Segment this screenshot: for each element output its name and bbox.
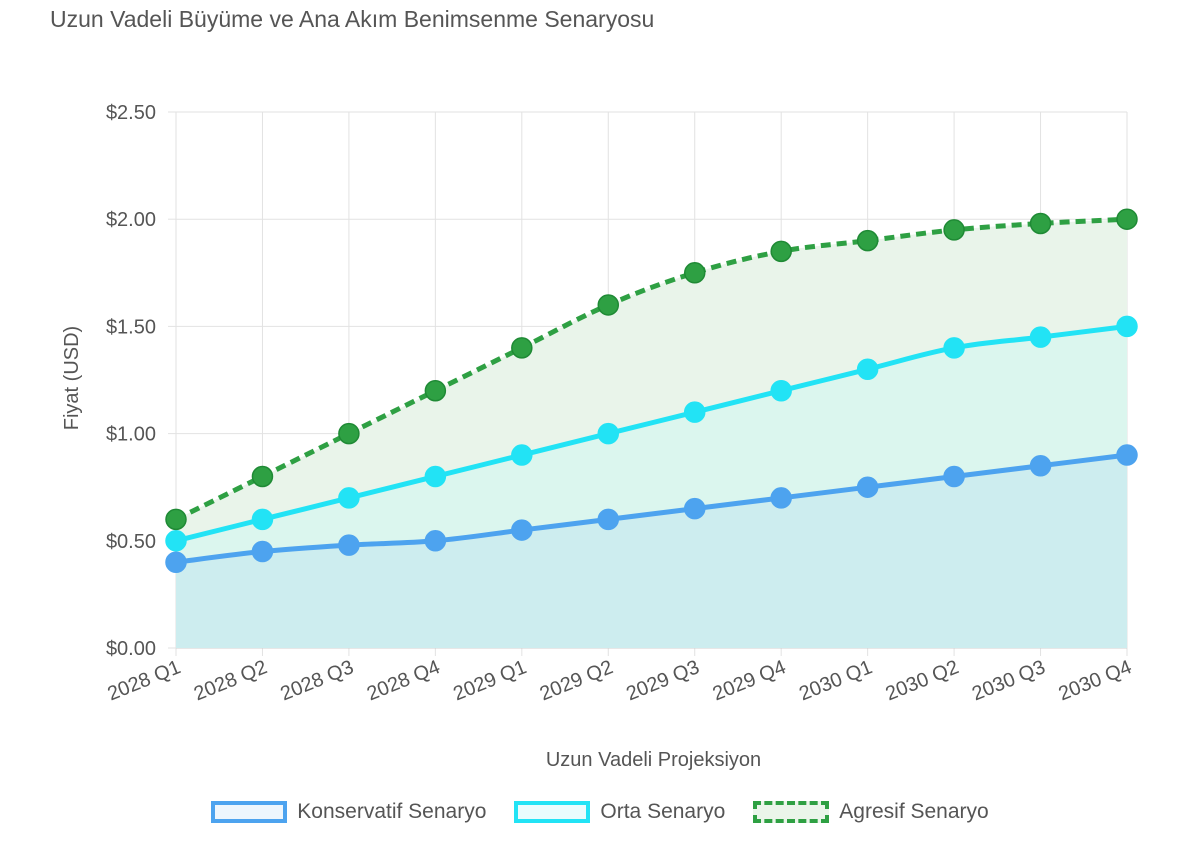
data-point-0-9: [943, 465, 965, 488]
legend-swatch-agresif: [753, 801, 830, 823]
data-point-0-5: [597, 508, 620, 531]
data-point-2-0: [165, 508, 187, 531]
data-point-2-2: [338, 422, 360, 445]
legend-item-agresif[interactable]: Agresif Senaryo: [753, 800, 989, 824]
data-point-1-11: [1116, 315, 1138, 338]
data-point-1-9: [943, 337, 965, 359]
data-point-2-5: [597, 294, 620, 316]
legend-item-konservatif[interactable]: Konservatif Senaryo: [211, 800, 486, 824]
y-tick-label: $2.50: [106, 102, 156, 124]
x-axis-title: Uzun Vadeli Projeksiyon: [546, 749, 761, 771]
x-tick-label: 2030 Q1: [796, 656, 875, 705]
data-point-1-0: [165, 530, 187, 552]
data-point-2-11: [1116, 208, 1138, 230]
series-area-0: [176, 455, 1127, 648]
data-point-1-5: [597, 422, 620, 445]
y-tick-label: $1.00: [106, 424, 156, 446]
data-point-0-10: [1029, 455, 1052, 477]
y-tick-label: $2.00: [106, 209, 156, 231]
data-point-0-2: [338, 534, 360, 556]
x-tick-label: 2028 Q4: [364, 656, 443, 705]
data-point-0-8: [856, 476, 879, 498]
data-point-1-8: [856, 358, 879, 381]
data-point-1-7: [770, 379, 792, 402]
x-tick-label: 2029 Q2: [537, 656, 616, 705]
x-tick-label: 2028 Q3: [277, 656, 356, 705]
data-point-0-11: [1116, 444, 1138, 466]
data-point-0-7: [770, 487, 792, 509]
x-tick-label: 2028 Q1: [104, 656, 183, 705]
data-point-2-1: [251, 465, 274, 488]
chart-legend: Konservatif Senaryo Orta Senaryo Agresif…: [0, 800, 1200, 824]
x-tick-label: 2030 Q4: [1055, 656, 1134, 705]
legend-label-orta: Orta Senaryo: [600, 800, 726, 823]
data-point-0-6: [683, 497, 706, 520]
legend-label-agresif: Agresif Senaryo: [839, 800, 989, 823]
x-tick-label: 2030 Q3: [969, 656, 1048, 705]
data-point-1-2: [338, 487, 360, 509]
data-point-1-4: [511, 444, 533, 466]
x-tick-label: 2029 Q3: [623, 656, 702, 705]
data-point-0-4: [511, 519, 533, 541]
legend-item-orta[interactable]: Orta Senaryo: [514, 800, 725, 824]
y-tick-label: $1.50: [106, 316, 156, 338]
legend-swatch-konservatif: [211, 801, 288, 823]
chart-title: Uzun Vadeli Büyüme ve Ana Akım Benimsenm…: [50, 6, 655, 32]
y-axis-title: Fiyat (USD): [61, 326, 83, 430]
data-point-1-1: [251, 508, 274, 531]
data-point-1-6: [683, 401, 706, 423]
x-tick-label: 2029 Q1: [450, 656, 529, 705]
x-tick-label: 2030 Q2: [883, 656, 962, 705]
data-point-2-6: [683, 262, 706, 284]
data-point-2-10: [1029, 212, 1052, 235]
y-tick-label: $0.50: [106, 531, 156, 553]
data-point-2-3: [424, 379, 447, 402]
data-point-2-7: [770, 240, 792, 263]
legend-swatch-orta: [514, 801, 591, 823]
data-point-0-1: [251, 540, 274, 563]
data-point-0-3: [424, 530, 447, 552]
y-tick-label: $0.00: [106, 638, 156, 660]
data-point-1-10: [1029, 326, 1052, 348]
data-point-0-0: [165, 551, 187, 573]
legend-label-konservatif: Konservatif Senaryo: [297, 800, 487, 823]
data-point-1-3: [424, 465, 447, 488]
x-tick-label: 2028 Q2: [191, 656, 270, 705]
data-point-2-8: [856, 229, 879, 252]
x-tick-label: 2029 Q4: [710, 656, 789, 705]
data-point-2-4: [511, 337, 533, 359]
data-point-2-9: [943, 219, 965, 241]
